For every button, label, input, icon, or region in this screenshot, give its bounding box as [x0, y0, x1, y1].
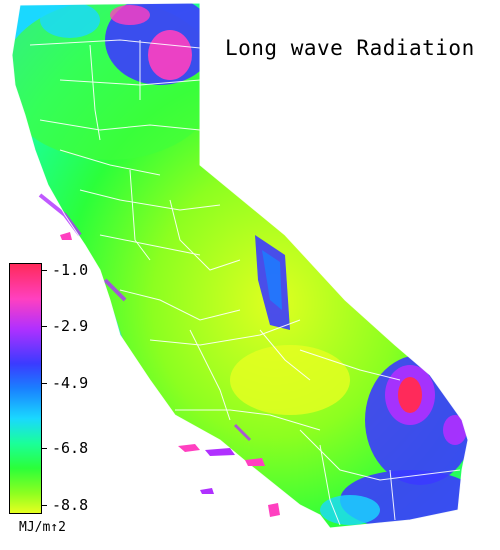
channel-islands [60, 232, 280, 517]
legend-tick [41, 448, 47, 449]
legend-tick [41, 326, 47, 327]
legend-label-max: -1.0 [52, 261, 89, 279]
legend-label: -6.8 [52, 439, 89, 457]
legend-label: -2.9 [52, 317, 89, 335]
legend-tick [41, 383, 47, 384]
legend-label: -4.9 [52, 374, 89, 392]
map-title: Long wave Radiation [225, 36, 475, 60]
legend-label-min: -8.8 [52, 496, 89, 514]
color-scale-bar [9, 263, 42, 514]
legend-tick [41, 505, 47, 506]
legend-units: MJ/m↑2 [19, 520, 66, 535]
county-lines [11, 2, 469, 529]
legend-tick [41, 270, 47, 271]
